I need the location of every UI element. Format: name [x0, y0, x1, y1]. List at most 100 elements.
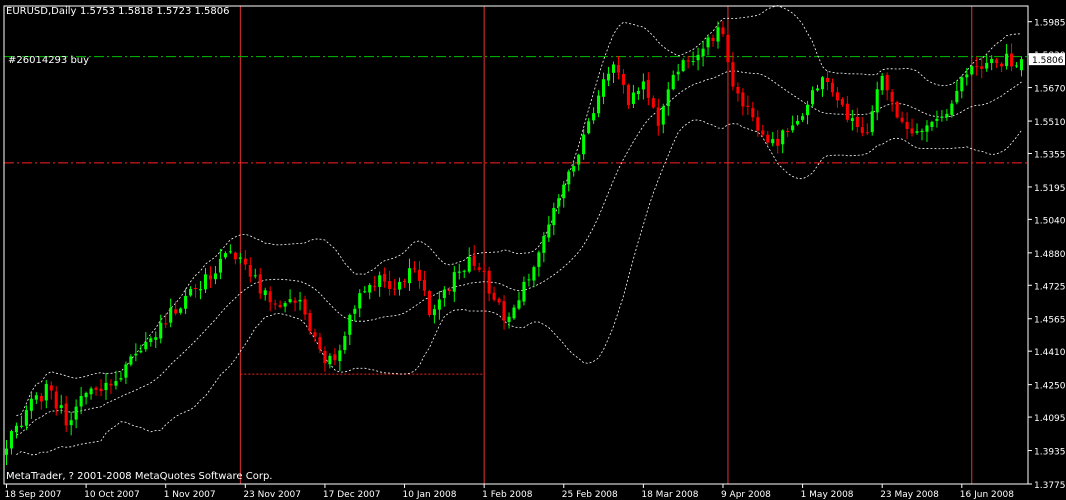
candle-body: [1010, 53, 1014, 67]
candle-body: [422, 280, 426, 291]
candle: [388, 270, 392, 296]
candle: [726, 29, 730, 73]
candle-body: [572, 165, 576, 172]
x-tick-label: 25 Feb 2008: [562, 490, 618, 500]
candle: [4, 439, 9, 466]
candle-body: [467, 256, 471, 272]
candle: [860, 117, 864, 137]
candle: [577, 153, 581, 171]
candle: [94, 386, 98, 396]
candle-body: [4, 448, 9, 455]
candle: [781, 129, 785, 154]
candle: [144, 332, 148, 352]
candle: [437, 291, 441, 320]
candle: [248, 257, 252, 283]
candle-body: [348, 314, 352, 335]
candle-body: [641, 81, 645, 90]
candle: [945, 109, 949, 121]
candle: [602, 72, 606, 105]
candle-body: [104, 382, 108, 391]
candle: [119, 371, 123, 382]
candle: [348, 313, 352, 346]
candle-body: [393, 288, 397, 290]
candle-body: [806, 104, 810, 116]
candle-body: [34, 395, 38, 400]
candle: [980, 57, 984, 79]
candle-body: [602, 79, 606, 97]
candle: [69, 412, 73, 436]
candle: [383, 267, 387, 288]
candle: [681, 58, 685, 73]
candle: [955, 80, 959, 105]
x-tick-label: 18 Mar 2008: [641, 490, 698, 500]
candle-body: [781, 130, 785, 145]
candle-body: [631, 92, 635, 104]
candle-body: [636, 90, 640, 95]
candle: [915, 123, 919, 135]
candle: [208, 266, 213, 288]
bollinger-bands-layer: [16, 5, 1022, 456]
candle: [716, 21, 720, 49]
candle: [885, 72, 889, 101]
candle-body: [228, 251, 232, 253]
candle: [273, 299, 277, 310]
x-tick-label: 17 Dec 2007: [323, 490, 381, 500]
candle: [293, 297, 297, 312]
candle-body: [497, 298, 501, 303]
candle: [880, 73, 884, 95]
candle-body: [840, 98, 844, 105]
candle: [1019, 56, 1024, 77]
candle-body: [258, 274, 262, 294]
candle: [845, 96, 849, 123]
candle-body: [313, 332, 317, 337]
candle-body: [865, 132, 869, 134]
candle-body: [830, 82, 834, 93]
x-tick-label: 10 Jan 2008: [403, 490, 457, 500]
y-tick-label: 1.5355: [1034, 150, 1066, 160]
candle: [696, 47, 700, 71]
candle-body: [736, 86, 740, 94]
candle-body: [268, 291, 272, 303]
candle-body: [323, 350, 327, 364]
candle: [228, 244, 232, 254]
y-tick-label: 1.5510: [1034, 118, 1066, 128]
candle: [79, 386, 83, 415]
candle-body: [208, 275, 213, 280]
candle: [537, 250, 541, 277]
candle-body: [651, 98, 655, 108]
candle: [552, 202, 556, 236]
candle: [338, 344, 342, 371]
candle-body: [288, 299, 292, 303]
candle-body: [283, 303, 287, 307]
candle: [283, 301, 287, 313]
candle: [731, 51, 735, 91]
chart-symbol: EURUSD,Daily: [6, 6, 77, 17]
candle-body: [402, 280, 407, 282]
candle: [9, 429, 14, 455]
candle-body: [796, 120, 800, 125]
candle-body: [880, 75, 884, 91]
candle-body: [855, 116, 859, 127]
candle: [14, 422, 18, 439]
y-tick-label: 1.4725: [1034, 282, 1066, 292]
candle: [616, 55, 621, 80]
candle: [243, 250, 247, 271]
y-tick-label: 1.5985: [1034, 19, 1066, 29]
candle-body: [462, 270, 466, 272]
candle-body: [457, 271, 461, 273]
candle: [900, 111, 904, 124]
candle: [149, 336, 153, 347]
candle-body: [99, 388, 103, 392]
candle-body: [597, 95, 601, 114]
candle: [641, 73, 645, 100]
candle-body: [751, 108, 755, 118]
candle-body: [970, 66, 974, 75]
candle-body: [303, 299, 307, 315]
candle: [24, 405, 28, 431]
candle-body: [656, 107, 660, 126]
candle: [198, 280, 203, 300]
candle-body: [164, 323, 168, 325]
candle: [19, 415, 23, 429]
candle: [522, 276, 526, 306]
